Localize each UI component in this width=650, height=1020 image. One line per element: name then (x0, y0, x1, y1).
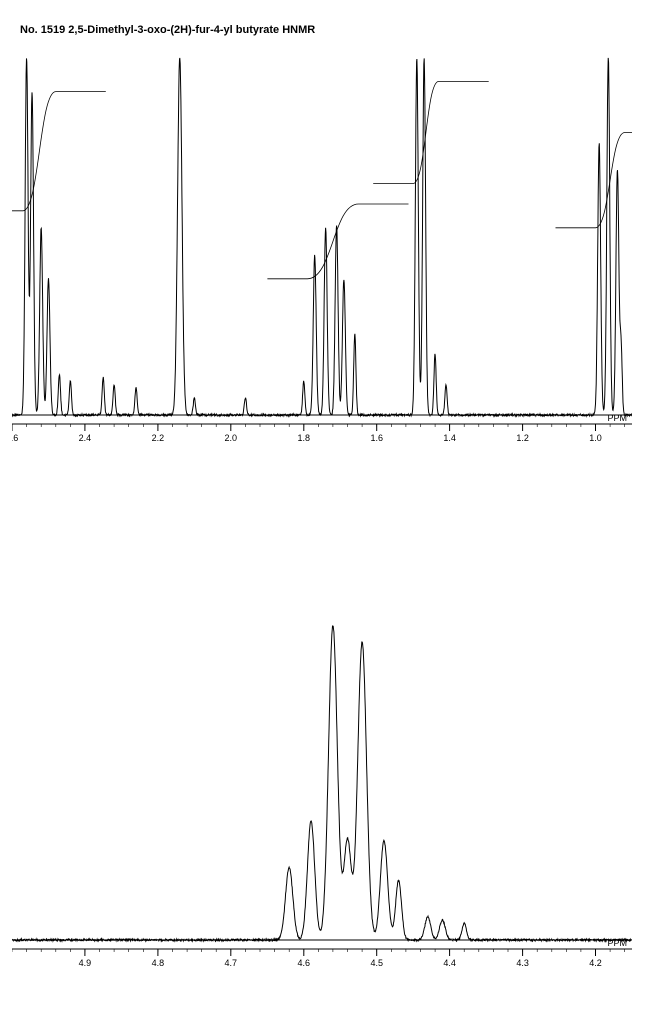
svg-text:2.0: 2.0 (225, 433, 238, 443)
svg-text:1.6: 1.6 (370, 433, 383, 443)
svg-text:4.7: 4.7 (225, 958, 238, 968)
svg-text:4.3: 4.3 (516, 958, 529, 968)
spectrum-bottom: 4.9 4.8 4.7 4.6 4.5 4.4 4.3 4.2 PPM (12, 585, 632, 975)
svg-text:2.4: 2.4 (79, 433, 92, 443)
svg-text:1.8: 1.8 (298, 433, 311, 443)
svg-text:1.0: 1.0 (589, 433, 602, 443)
svg-text:1.2: 1.2 (516, 433, 529, 443)
svg-text:1.4: 1.4 (443, 433, 456, 443)
svg-text:4.9: 4.9 (79, 958, 92, 968)
svg-text:4.2: 4.2 (589, 958, 602, 968)
nmr-plot: 2.6 2.4 2.2 2.0 1.8 1.6 1.4 1.2 1.0 PPM (12, 50, 632, 450)
svg-text:4.6: 4.6 (298, 958, 311, 968)
svg-text:4.8: 4.8 (152, 958, 165, 968)
svg-text:4.4: 4.4 (443, 958, 456, 968)
spectrum-top: 2.6 2.4 2.2 2.0 1.8 1.6 1.4 1.2 1.0 PPM (12, 50, 632, 450)
svg-text:2.2: 2.2 (152, 433, 165, 443)
page-title: No. 1519 2,5-Dimethyl-3-oxo-(2H)-fur-4-y… (20, 24, 315, 36)
svg-text:4.5: 4.5 (370, 958, 383, 968)
svg-text:PPM: PPM (607, 938, 627, 948)
svg-text:PPM: PPM (607, 413, 627, 423)
nmr-plot: 4.9 4.8 4.7 4.6 4.5 4.4 4.3 4.2 PPM (12, 585, 632, 975)
svg-text:2.6: 2.6 (12, 433, 18, 443)
